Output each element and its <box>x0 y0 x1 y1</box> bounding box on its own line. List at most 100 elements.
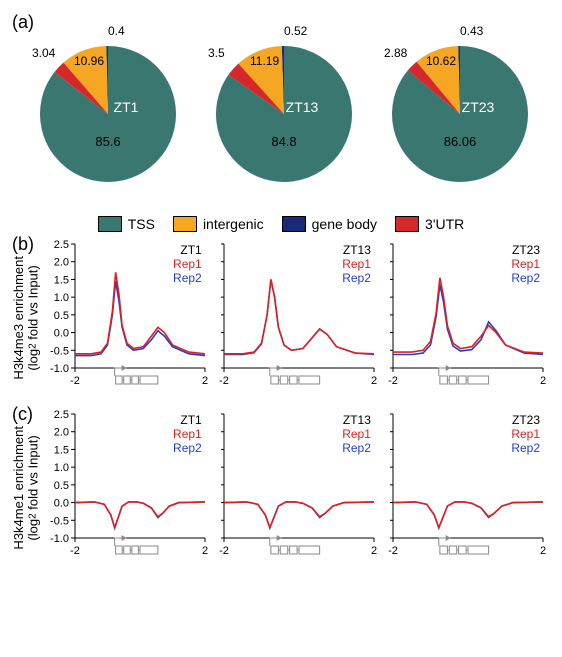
rep1-label: Rep1 <box>173 428 202 442</box>
svg-text:-0.5: -0.5 <box>50 345 69 357</box>
pie-tss-val: 86.06 <box>444 134 477 149</box>
rep1-label: Rep1 <box>173 258 202 272</box>
chart-legend: ZT1 Rep1 Rep2 <box>173 244 202 285</box>
svg-text:1.5: 1.5 <box>53 444 68 456</box>
svg-text:2.5: 2.5 <box>53 239 68 251</box>
rep1-label: Rep1 <box>511 258 540 272</box>
svg-text:2.0: 2.0 <box>53 257 68 269</box>
pie-tss-val: 85.6 <box>95 134 120 149</box>
svg-text:-2: -2 <box>70 375 80 387</box>
legend-swatch <box>173 216 197 232</box>
chart-legend: ZT13 Rep1 Rep2 <box>342 414 371 455</box>
svg-text:1.5: 1.5 <box>53 274 68 286</box>
svg-text:1.0: 1.0 <box>53 462 68 474</box>
pie-wrap-ZT23: ZT23 86.06 2.8810.620.43 <box>382 36 542 196</box>
chart-title: ZT13 <box>342 244 371 258</box>
svg-text:2: 2 <box>371 545 377 557</box>
svg-text:2: 2 <box>540 545 546 557</box>
rep2-label: Rep2 <box>173 442 202 456</box>
svg-text:2: 2 <box>540 375 546 387</box>
svg-text:2: 2 <box>371 375 377 387</box>
pie-ZT13: ZT13 84.8 <box>206 36 362 192</box>
pie-wrap-ZT13: ZT13 84.8 3.511.190.52 <box>206 36 366 196</box>
svg-text:0.0: 0.0 <box>53 328 68 340</box>
rep1-label: Rep1 <box>511 428 540 442</box>
legend-swatch <box>395 216 419 232</box>
pie-genebody-val: 0.52 <box>284 24 307 38</box>
svg-text:-2: -2 <box>70 545 80 557</box>
chart-cell-ZT13: -2 2 ZT13 Rep1 Rep2 <box>212 238 381 398</box>
pie-intergenic-val: 11.19 <box>250 54 279 68</box>
rep2-label: Rep2 <box>173 272 202 286</box>
pie-utr3-val: 2.88 <box>384 46 407 60</box>
pie-name: ZT1 <box>114 99 139 115</box>
svg-text:-2: -2 <box>388 375 398 387</box>
chart-cell-ZT23: -2 2 ZT23 Rep1 Rep2 <box>381 408 550 568</box>
svg-text:2.5: 2.5 <box>53 409 68 421</box>
svg-text:1.0: 1.0 <box>53 292 68 304</box>
pie-utr3-val: 3.04 <box>32 46 55 60</box>
panel-c-label: (c) <box>12 404 33 425</box>
rep2-label: Rep2 <box>342 272 371 286</box>
panel-a-label: (a) <box>12 12 34 33</box>
panel-b-ylabel: H3k4me3 enrichment (log2 fold vs Input) <box>12 256 41 380</box>
rep2-label: Rep2 <box>511 272 540 286</box>
pie-wrap-ZT1: ZT1 85.6 3.0410.960.4 <box>30 36 190 196</box>
legend-text: intergenic <box>203 216 264 232</box>
chart-title: ZT1 <box>173 244 202 258</box>
svg-text:0.5: 0.5 <box>53 480 68 492</box>
pie-row: ZT1 85.6 3.04 10.96 0.4 ZT13 84.8 3.5 11.19… <box>12 12 550 196</box>
rep1-label: Rep1 <box>342 428 371 442</box>
chart-title: ZT13 <box>342 414 371 428</box>
svg-text:0.0: 0.0 <box>53 498 68 510</box>
panel-c-ylabel: H3k4me1 enrichment (log2 fold vs Input) <box>12 426 41 550</box>
rep2-label: Rep2 <box>511 442 540 456</box>
rep1-label: Rep1 <box>342 258 371 272</box>
legend-swatch <box>282 216 306 232</box>
pie-intergenic-val: 10.62 <box>426 54 456 68</box>
legend-genebody: gene body <box>282 216 377 232</box>
legend-tss: TSS <box>98 216 155 232</box>
chart-legend: ZT13 Rep1 Rep2 <box>342 244 371 285</box>
panel-b-label: (b) <box>12 234 34 255</box>
legend-text: TSS <box>128 216 155 232</box>
svg-text:-2: -2 <box>219 545 229 557</box>
chart-title: ZT23 <box>511 244 540 258</box>
svg-text:-1.0: -1.0 <box>50 533 69 545</box>
panel-c: (c) H3k4me1 enrichment (log2 fold vs Inp… <box>12 408 550 568</box>
svg-text:-2: -2 <box>388 545 398 557</box>
svg-text:-2: -2 <box>219 375 229 387</box>
pie-tss-val: 84.8 <box>271 134 296 149</box>
legend-text: 3'UTR <box>425 216 464 232</box>
chart-cell-ZT23: -2 2 ZT23 Rep1 Rep2 <box>381 238 550 398</box>
legend: TSS intergenic gene body 3'UTR <box>12 216 550 232</box>
legend-intergenic: intergenic <box>173 216 264 232</box>
legend-utr3: 3'UTR <box>395 216 464 232</box>
chart-cell-ZT1: -1.0 -0.5 0.0 0.5 1.0 1.5 2.0 2.5 -2 2 ZT1 Rep1 R… <box>43 238 212 398</box>
svg-text:-1.0: -1.0 <box>50 363 69 375</box>
pie-utr3-val: 3.5 <box>208 46 225 60</box>
chart-cell-ZT1: -1.0-0.50.00.51.01.52.02.5-22 ZT1 Rep1 R… <box>43 408 212 568</box>
chart-legend: ZT1 Rep1 Rep2 <box>173 414 202 455</box>
chart-title: ZT1 <box>173 414 202 428</box>
rep2-label: Rep2 <box>342 442 371 456</box>
svg-text:-0.5: -0.5 <box>50 515 69 527</box>
pie-name: ZT13 <box>286 99 319 115</box>
chart-legend: ZT23 Rep1 Rep2 <box>511 414 540 455</box>
charts-b: -1.0 -0.5 0.0 0.5 1.0 1.5 2.0 2.5 -2 2 ZT1 Rep1 R… <box>43 238 550 398</box>
pie-genebody-val: 0.43 <box>460 24 483 38</box>
chart-cell-ZT13: -2 2 ZT13 Rep1 Rep2 <box>212 408 381 568</box>
panel-b: (b) H3k4me3 enrichment (log2 fold vs Inp… <box>12 238 550 398</box>
chart-title: ZT23 <box>511 414 540 428</box>
chart-legend: ZT23 Rep1 Rep2 <box>511 244 540 285</box>
svg-text:0.5: 0.5 <box>53 310 68 322</box>
panel-a: (a) ZT1 85.6 3.04 10.96 0.4 ZT13 84.8 3.5 1… <box>12 12 550 192</box>
charts-c: -1.0 -0.5 0.0 0.5 1.0 1.5 2.0 2.5 -2 2 ZT1 Rep1 R… <box>43 408 550 568</box>
legend-text: gene body <box>312 216 377 232</box>
legend-swatch <box>98 216 122 232</box>
svg-text:2: 2 <box>202 375 208 387</box>
pie-name: ZT23 <box>462 99 495 115</box>
svg-text:2.0: 2.0 <box>53 427 68 439</box>
pie-intergenic-val: 10.96 <box>74 54 104 68</box>
pie-genebody-val: 0.4 <box>108 24 125 38</box>
